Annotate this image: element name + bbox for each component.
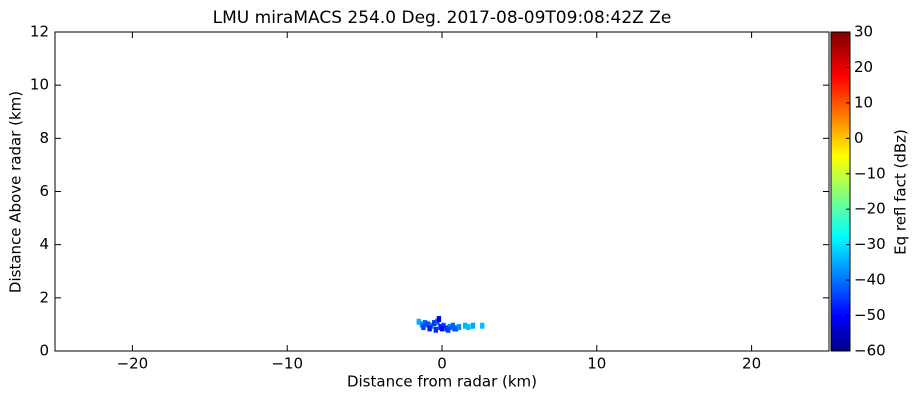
radar-cell xyxy=(432,320,437,327)
colorbar-tick-label: −20 xyxy=(854,200,886,218)
y-tick-label: 2 xyxy=(39,288,49,306)
y-tick-label: 8 xyxy=(39,129,49,147)
radar-cell xyxy=(452,325,457,332)
y-tick-label: 10 xyxy=(30,76,49,94)
colorbar-tick-label: 10 xyxy=(854,93,873,111)
x-axis-label: Distance from radar (km) xyxy=(347,373,537,391)
x-tick-label: 20 xyxy=(742,355,761,373)
x-tick-label: 0 xyxy=(437,355,447,373)
colorbar-tick-label: 0 xyxy=(854,129,864,147)
radar-cell xyxy=(421,324,426,331)
radar-cell xyxy=(425,321,431,328)
colorbar-label: Eq refl fact (dBz) xyxy=(892,129,910,255)
y-axis-label: Distance Above radar (km) xyxy=(7,91,25,293)
colorbar xyxy=(830,31,851,352)
plot-frame xyxy=(54,31,830,352)
radar-cell xyxy=(416,318,421,325)
radar-cell xyxy=(445,326,451,333)
chart-title: LMU miraMACS 254.0 Deg. 2017-08-09T09:08… xyxy=(213,8,672,28)
colorbar-tick-label: −10 xyxy=(854,164,886,182)
radar-cell xyxy=(470,322,476,329)
x-tick-label: 10 xyxy=(587,355,606,373)
radar-cell xyxy=(422,320,428,327)
y-tick-label: 6 xyxy=(39,182,49,200)
x-tick-label: −20 xyxy=(117,355,149,373)
radar-cell xyxy=(463,322,468,329)
y-tick-label: 12 xyxy=(30,23,49,41)
x-tick-label: −10 xyxy=(271,355,303,373)
radar-cell xyxy=(427,325,432,332)
y-tick-label: 4 xyxy=(39,235,49,253)
y-tick-label: 0 xyxy=(39,342,49,360)
colorbar-tick-label: −30 xyxy=(854,235,886,253)
radar-cell xyxy=(466,324,471,331)
colorbar-tick-label: −60 xyxy=(854,342,886,360)
radar-cell xyxy=(433,326,439,333)
radar-cell xyxy=(436,316,442,323)
colorbar-tick-label: 20 xyxy=(854,58,873,76)
colorbar-tick-label: 30 xyxy=(854,23,873,41)
radar-cell xyxy=(456,324,462,331)
radar-cell xyxy=(480,322,485,329)
colorbar-tick-label: −40 xyxy=(854,271,886,289)
colorbar-tick-label: −50 xyxy=(854,306,886,324)
radar-cell xyxy=(439,325,445,332)
